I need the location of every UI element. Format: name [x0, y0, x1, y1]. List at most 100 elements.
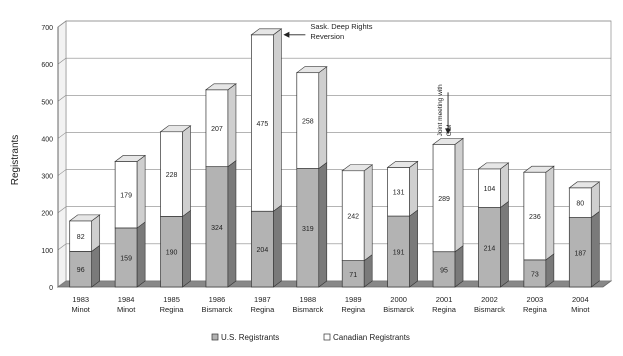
data-label-canadian: 131	[393, 190, 405, 197]
chart-floor	[56, 20, 613, 288]
bar-us-side	[409, 209, 418, 288]
x-tick-label-year: 1987	[254, 295, 271, 304]
bar-canadian-side	[409, 160, 418, 217]
y-tick-label: 200	[41, 211, 53, 218]
x-axis-labels: 1983Minot1984Minot1985Regina1986Bismarck…	[72, 295, 591, 314]
data-label-us: 71	[349, 272, 357, 279]
bar-top	[295, 66, 328, 73]
grid-line-diag	[57, 243, 67, 251]
x-tick-label-city: Bismarck	[474, 305, 505, 314]
bar-top	[250, 28, 283, 36]
grid-lines	[57, 20, 611, 288]
annotation-label: Reversion	[310, 32, 344, 41]
data-label-us: 214	[484, 245, 496, 252]
x-tick-label-city: Regina	[160, 305, 185, 314]
legend-swatch	[211, 333, 219, 341]
y-tick-label: 600	[41, 62, 53, 69]
bar-top	[522, 165, 555, 173]
bar-us-side	[91, 244, 101, 288]
data-label-us: 96	[77, 267, 85, 274]
y-tick-label: 0	[49, 285, 53, 292]
data-label-canadian: 228	[166, 172, 178, 179]
bar-top	[568, 181, 601, 189]
bar-group: 324 207	[205, 83, 237, 288]
y-tick-label: 300	[41, 174, 53, 181]
legend-swatch	[323, 333, 331, 341]
bar-canadian-side	[545, 165, 555, 261]
data-label-us: 204	[257, 247, 269, 254]
x-tick-label-year: 1989	[345, 295, 362, 304]
annotation-label: Sask. Deep Rights	[310, 22, 372, 31]
annotation-arrow-head	[283, 31, 290, 38]
x-tick-label-city: Regina	[432, 305, 457, 314]
bar-group: 204 475	[250, 28, 283, 288]
x-tick-label-city: Bismarck	[292, 305, 323, 314]
data-label-us: 190	[166, 250, 178, 257]
bar-us-side	[318, 161, 328, 288]
grid-line-diag	[57, 169, 67, 176]
x-tick-label-year: 1983	[72, 295, 89, 304]
x-tick-label-year: 2004	[572, 295, 589, 304]
annotation-label: CIM	[446, 124, 453, 136]
bar-group: 159 179	[114, 154, 147, 288]
bar-group: 73 236	[522, 165, 555, 288]
bars: 96 82 159 179 190 228 324 207 204 475 319 258 71 242 1…	[68, 28, 601, 288]
x-tick-label-year: 1985	[163, 295, 180, 304]
bar-canadian-side	[318, 66, 328, 170]
bar-top	[477, 162, 510, 170]
data-label-canadian: 104	[484, 186, 496, 193]
y-tick-label: 400	[41, 136, 53, 143]
bar-top	[386, 161, 419, 168]
annotation-label: Joint meeting with	[437, 84, 444, 136]
chart-back-wall	[65, 20, 612, 282]
grid-line-diag	[57, 20, 67, 28]
bar-top	[114, 155, 147, 162]
data-label-canadian: 242	[347, 214, 359, 221]
y-axis-label: Registrants	[10, 135, 21, 186]
bar-canadian-side	[227, 83, 237, 168]
y-tick-label: 500	[41, 99, 53, 106]
data-label-us: 159	[120, 255, 132, 262]
x-tick-label-city: Bismarck	[383, 305, 414, 314]
bar-us-side	[273, 204, 282, 288]
x-tick-label-city: Regina	[341, 305, 366, 314]
data-label-us: 95	[440, 267, 448, 274]
legend-label: U.S. Registrants	[221, 333, 279, 342]
legend: U.S. Registrants Canadian Registrants	[211, 333, 410, 342]
x-tick-label-city: Bismarck	[202, 305, 233, 314]
bar-group: 191 131	[386, 160, 419, 288]
x-tick-label-year: 1988	[299, 295, 316, 304]
bar-group: 95 289	[432, 137, 464, 288]
data-label-canadian: 179	[120, 193, 132, 200]
bar-group: 187 80	[568, 181, 601, 288]
bar-group: 319 258	[295, 66, 328, 288]
bar-top	[341, 164, 374, 172]
data-label-canadian: 207	[211, 126, 223, 133]
bar-canadian-side	[136, 154, 146, 229]
data-label-us: 187	[574, 250, 586, 257]
data-label-us: 319	[302, 226, 314, 233]
y-axis: 0 100 200 300 400 500 600 700	[41, 25, 59, 292]
bar-group: 214 104	[477, 162, 510, 288]
x-tick-label-city: Minot	[571, 305, 590, 314]
y-tick-label: 100	[41, 248, 53, 255]
data-label-canadian: 82	[77, 234, 85, 241]
y-tick-label: 700	[41, 25, 53, 32]
annotation-arrow-head	[445, 128, 452, 135]
bar-top	[68, 214, 101, 222]
x-tick-label-year: 1986	[209, 295, 226, 304]
grid-line-diag	[57, 206, 67, 213]
bar-canadian-side	[454, 137, 464, 253]
x-tick-label-city: Minot	[72, 305, 91, 314]
grid-line-diag	[57, 132, 67, 139]
data-label-canadian: 258	[302, 119, 314, 126]
bar-top	[432, 138, 464, 145]
x-tick-label-city: Minot	[117, 305, 136, 314]
bar-canadian-side	[500, 162, 509, 209]
bar-canadian-side	[182, 125, 191, 218]
data-label-canadian: 80	[576, 201, 584, 208]
bar-us-side	[590, 210, 600, 288]
bar-canadian-side	[363, 164, 373, 262]
